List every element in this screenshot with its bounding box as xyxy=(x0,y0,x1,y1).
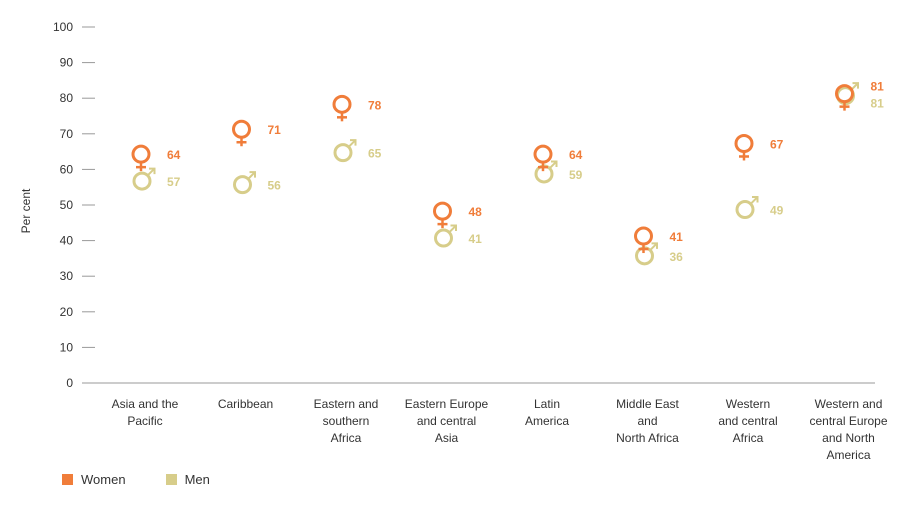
y-tick-label: 10 xyxy=(60,340,74,354)
y-tick-label: 90 xyxy=(60,56,74,70)
y-tick-label: 30 xyxy=(60,269,74,283)
category-label: Western and central Africa xyxy=(718,397,777,445)
legend: Women Men xyxy=(62,472,210,487)
y-tick-label: 60 xyxy=(60,162,74,176)
women-value-label: 81 xyxy=(871,80,885,94)
male-symbol-icon xyxy=(333,139,357,163)
y-axis-title: Per cent xyxy=(19,188,33,233)
legend-swatch-men xyxy=(165,474,177,485)
female-symbol-icon xyxy=(734,133,754,161)
x-axis-categories: Asia and the Pacific Caribbean Eastern and s… xyxy=(112,397,888,462)
male-symbol-icon xyxy=(434,224,457,248)
men-value-label: 59 xyxy=(569,168,583,182)
women-value-label: 41 xyxy=(670,230,684,244)
male-symbol-icon xyxy=(233,171,256,195)
y-axis: 0 10 20 30 40 50 60 70 80 90 100 xyxy=(53,20,95,390)
men-value-label: 36 xyxy=(670,250,684,264)
male-symbol-icon xyxy=(635,242,658,266)
y-tick-label: 50 xyxy=(60,198,74,212)
y-tick-label: 0 xyxy=(66,376,73,390)
category-label: Eastern Europe and central Asia xyxy=(405,397,489,445)
category-label: Latin America xyxy=(525,397,569,428)
women-value-label: 64 xyxy=(569,148,583,162)
women-value-label: 71 xyxy=(268,123,282,137)
y-tick-label: 80 xyxy=(60,91,74,105)
y-tick-label: 70 xyxy=(60,127,74,141)
category-label: Eastern and southern Africa xyxy=(314,397,379,445)
category-label: Middle East and North Africa xyxy=(616,397,679,445)
y-tick-label: 100 xyxy=(53,20,73,34)
women-value-label: 48 xyxy=(469,205,483,219)
men-value-label: 41 xyxy=(469,232,483,246)
legend-item-men: Men xyxy=(165,472,210,487)
legend-label-women: Women xyxy=(81,472,126,487)
male-symbol-icon xyxy=(132,167,156,191)
women-value-label: 67 xyxy=(770,137,784,151)
female-symbol-icon xyxy=(232,119,251,147)
men-value-label: 65 xyxy=(368,147,382,161)
male-symbol-icon xyxy=(735,196,759,220)
men-value-label: 81 xyxy=(871,97,885,111)
female-symbol-icon xyxy=(835,84,854,111)
legend-swatch-women xyxy=(62,474,73,485)
category-label: Caribbean xyxy=(218,397,273,411)
category-label: Western and central Europe and North Americ… xyxy=(809,397,887,462)
legend-label-men: Men xyxy=(184,472,210,487)
male-symbol-icon xyxy=(534,160,558,184)
female-symbol-icon xyxy=(634,226,653,254)
men-value-label: 56 xyxy=(268,179,282,193)
women-value-label: 64 xyxy=(167,148,181,162)
category-label: Asia and the Pacific xyxy=(112,397,179,428)
data-marks: 64 57 71 56 78 65 48 41 64 59 41 36 67 49 81 81 xyxy=(131,80,885,266)
men-value-label: 49 xyxy=(770,204,784,218)
female-symbol-icon xyxy=(131,144,151,172)
female-symbol-icon xyxy=(332,94,352,122)
y-tick-label: 20 xyxy=(60,305,74,319)
female-symbol-icon xyxy=(433,201,452,229)
female-symbol-icon xyxy=(533,144,553,172)
y-tick-label: 40 xyxy=(60,234,74,248)
women-value-label: 78 xyxy=(368,98,382,112)
men-value-label: 57 xyxy=(167,175,181,189)
legend-item-women: Women xyxy=(62,472,126,487)
